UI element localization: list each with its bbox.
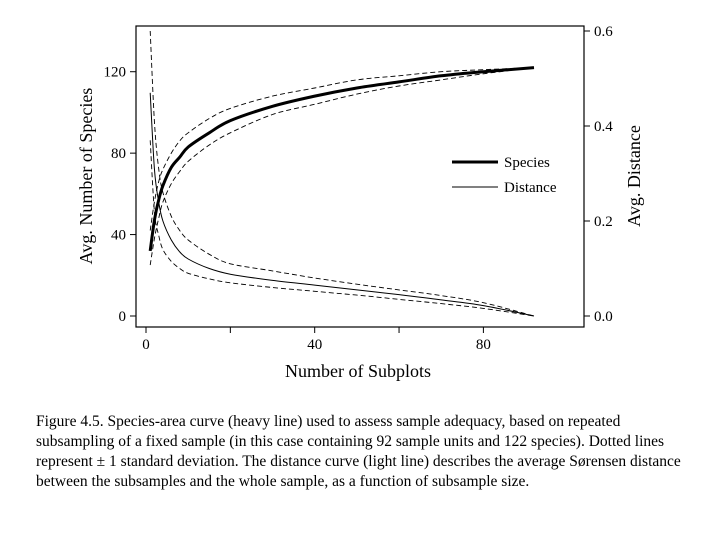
distance-lower-sd-line [149,140,535,317]
figure-caption: Figure 4.5. Species-area curve (heavy li… [36,413,681,490]
y-left-tick-label: 80 [111,146,126,162]
species-area-chart: 0 40 80 0 40 80 120 0.0 0.2 0.4 0.6 Species Distan… [76,24,644,381]
y-right-tick-label: 0.6 [594,24,613,40]
y-right-tick-label: 0.0 [594,309,613,325]
y-right-tick-label: 0.2 [594,214,613,230]
legend: Species Distance [452,155,557,196]
y-axis-title-right: Avg. Distance [624,125,644,227]
series-layer [148,30,535,317]
legend-label-distance: Distance [504,180,557,196]
species-series-line [148,66,535,252]
x-tick-label: 80 [476,337,491,353]
species-lower-sd-line [149,67,535,266]
y-right-tick-label: 0.4 [594,119,613,135]
y-left-tick-label: 0 [119,309,127,325]
axis-layer: 0 40 80 0 40 80 120 0.0 0.2 0.4 0.6 [104,24,614,353]
legend-label-species: Species [504,155,550,171]
distance-series-line [149,92,535,317]
y-axis-title-left: Avg. Number of Species [76,88,96,265]
x-tick-label: 40 [307,337,322,353]
y-left-tick-label: 40 [111,228,126,244]
plot-frame [135,25,585,328]
distance-upper-sd-line [149,30,535,317]
x-tick-label: 0 [142,337,150,353]
x-axis-title: Number of Subplots [285,361,431,381]
y-left-tick-label: 120 [104,65,127,81]
species-upper-sd-line [149,67,535,231]
